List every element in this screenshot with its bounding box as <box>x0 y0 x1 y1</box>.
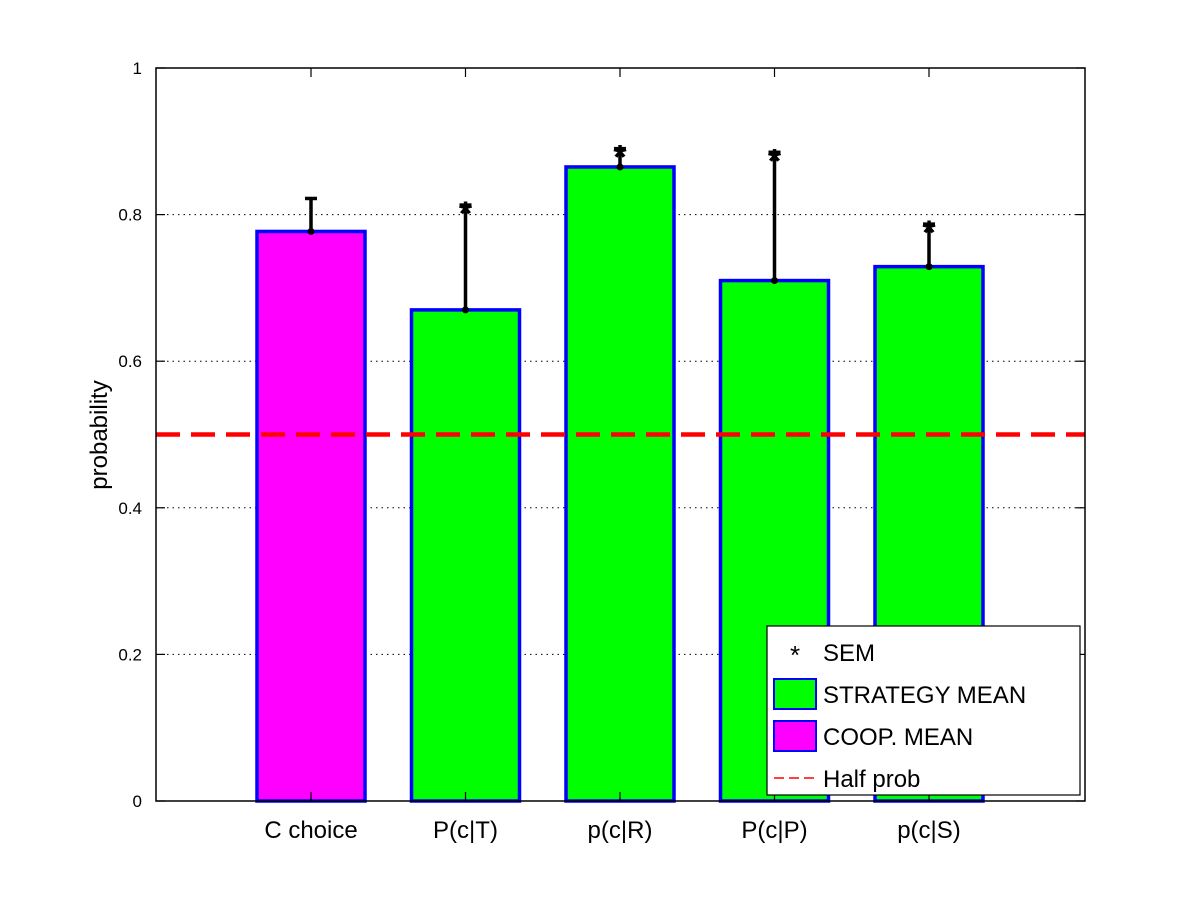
y-tick-label: 0.2 <box>118 645 142 664</box>
significance-marker: * <box>768 142 782 180</box>
legend-swatch-coop <box>773 720 817 752</box>
x-tick-label: p(c|R) <box>588 817 653 844</box>
axis-ticks: 0 0.2 0.4 0.6 0.8 1 C choice P(c|T) p(c|R) P(c|P)… <box>118 59 1085 844</box>
y-tick-label: 1 <box>133 59 142 78</box>
legend-sem-marker: * <box>790 640 800 670</box>
mean-point <box>771 277 778 285</box>
y-tick-label: 0.6 <box>118 352 142 371</box>
legend-label: STRATEGY MEAN <box>823 682 1026 709</box>
mean-point <box>307 227 315 235</box>
mean-point <box>925 263 933 271</box>
significance-marker: * <box>613 139 627 177</box>
bar-strategy <box>409 308 522 803</box>
significance-marker: * <box>459 195 473 233</box>
legend-swatch-strategy <box>773 678 817 710</box>
legend-label: SEM <box>823 640 875 667</box>
significance-marker: * <box>922 214 936 252</box>
legend-box <box>766 625 1081 796</box>
y-tick-label: 0 <box>133 792 142 811</box>
error-bars: * * * * <box>305 139 936 314</box>
x-tick-label: P(c|T) <box>433 817 498 844</box>
x-tick-label: C choice <box>264 817 357 844</box>
mean-point <box>616 163 624 171</box>
legend-label: Half prob <box>823 766 920 793</box>
y-tick-label: 0.8 <box>118 206 142 225</box>
x-tick-label: p(c|S) <box>897 817 961 844</box>
y-tick-label: 0.4 <box>118 499 142 518</box>
y-axis-label: probability <box>86 380 113 489</box>
x-tick-label: P(c|P) <box>741 817 807 844</box>
legend-label: COOP. MEAN <box>823 724 973 751</box>
bar-coop <box>255 229 367 803</box>
mean-point <box>462 306 469 314</box>
legend: * SEM STRATEGY MEAN COOP. MEAN Half prob <box>766 625 1081 796</box>
bar-strategy <box>564 165 676 803</box>
